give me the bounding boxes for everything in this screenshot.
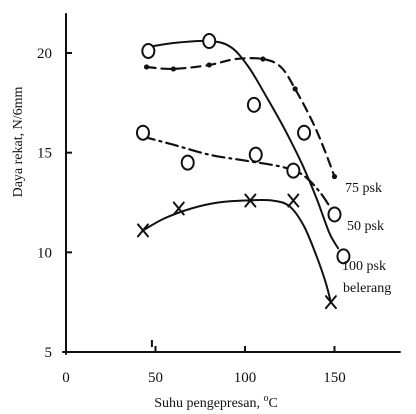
annotation-label: belerang: [343, 281, 391, 296]
markers-layer: [135, 33, 351, 310]
data-point: [172, 201, 185, 216]
data-point: [136, 223, 149, 238]
y-axis-title: Daya rekat, N/6mm: [11, 86, 26, 197]
series-line-50-psk: [141, 135, 336, 216]
data-point: [292, 86, 298, 92]
x-tick-label: 0: [62, 370, 70, 386]
data-point: [324, 295, 337, 310]
data-point: [206, 62, 212, 68]
data-point: [286, 162, 301, 179]
data-point: [135, 124, 150, 141]
data-point: [331, 173, 338, 180]
data-point: [180, 154, 195, 171]
axes: [62, 13, 401, 355]
data-point: [297, 124, 312, 141]
data-point: [143, 64, 150, 70]
y-tick-label: 20: [37, 46, 52, 62]
y-tick-label: 15: [37, 146, 52, 162]
data-point: [170, 66, 176, 72]
x-axis-title-degree: o: [263, 393, 268, 404]
data-point: [246, 96, 261, 113]
y-tick-label: 10: [37, 245, 52, 261]
data-point: [287, 193, 300, 208]
series-layer: [141, 39, 340, 304]
series-line-belerang: [142, 198, 332, 304]
x-axis-title-text: Suhu pengepresan,: [154, 396, 263, 411]
data-point: [248, 146, 263, 163]
data-point: [327, 206, 342, 223]
x-axis-title: Suhu pengepresan, oC: [154, 393, 278, 411]
data-point: [336, 248, 351, 265]
data-point: [141, 43, 156, 60]
annotation-layer: 75 psk 50 psk 100 psk belerang: [342, 181, 391, 296]
x-tick-label: 50: [148, 370, 163, 386]
annotation-label: 100 psk: [342, 259, 386, 274]
series-line-100-psk: [147, 39, 340, 250]
annotation-label: 75 psk: [345, 181, 382, 196]
data-point: [202, 33, 217, 50]
x-tick-label: 150: [323, 370, 346, 386]
x-tick-label: 100: [234, 370, 257, 386]
tick-labels: 5 10 15 20 0 50 100 150: [37, 46, 346, 386]
data-point: [260, 56, 266, 62]
y-tick-label: 5: [45, 345, 53, 361]
series-line-75-psk: [145, 57, 336, 178]
annotation-label: 50 psk: [347, 219, 384, 234]
tick-marks: [66, 52, 336, 353]
data-point: [244, 193, 257, 208]
x-axis-title-unit: C: [268, 396, 277, 411]
